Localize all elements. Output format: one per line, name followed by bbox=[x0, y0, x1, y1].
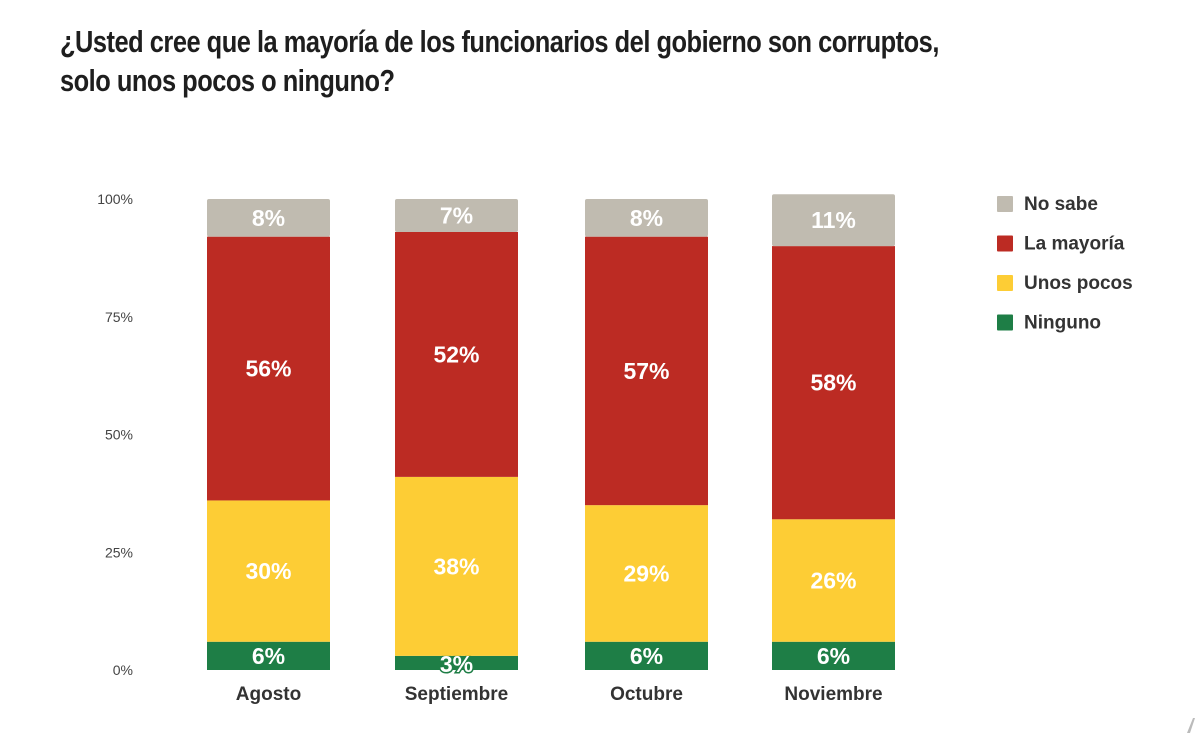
x-tick-label: Noviembre bbox=[784, 684, 882, 705]
data-label: 8% bbox=[252, 205, 285, 231]
chart-title-line-2: solo unos pocos o ninguno? bbox=[60, 63, 395, 98]
legend-label: La mayoría bbox=[1024, 234, 1125, 255]
bar-segment-no-sabe bbox=[207, 199, 330, 237]
bar-segment-unos-pocos bbox=[395, 476, 518, 656]
x-tick-label: Agosto bbox=[236, 684, 301, 705]
y-tick-label: 0% bbox=[113, 662, 133, 678]
data-label: 7% bbox=[440, 202, 473, 228]
data-label: 26% bbox=[810, 568, 856, 594]
legend: No sabe La mayoría Unos pocos Ninguno bbox=[997, 194, 1133, 334]
bar-segment-unos-pocos bbox=[585, 505, 708, 642]
data-label: 11% bbox=[811, 207, 856, 233]
y-tick-label: 100% bbox=[97, 191, 133, 207]
data-label: 56% bbox=[245, 356, 291, 382]
legend-label: No sabe bbox=[1024, 194, 1098, 215]
legend-swatch bbox=[997, 196, 1013, 212]
data-label: 6% bbox=[630, 643, 663, 669]
bars: 6%30%56%8%3%38%52%7%6%29%57%8%6%26%58%11… bbox=[207, 194, 895, 679]
corner-mark-icon bbox=[1187, 718, 1195, 733]
bar-stack-octubre: 6% 29% 57% 8% bbox=[585, 199, 708, 670]
x-axis: Agosto Septiembre Octubre Noviembre bbox=[236, 684, 883, 705]
legend-item-ninguno: Ninguno bbox=[997, 313, 1101, 334]
bar-stack-noviembre: 6% 26% 58% 11% bbox=[772, 194, 895, 670]
data-label: 38% bbox=[433, 553, 479, 579]
x-tick-label: Septiembre bbox=[405, 684, 508, 705]
bar-segment-unos-pocos bbox=[772, 519, 895, 642]
y-tick-label: 25% bbox=[105, 544, 133, 560]
chart-title: ¿Usted cree que la mayoría de los funcio… bbox=[60, 22, 1167, 100]
data-label: 6% bbox=[817, 643, 850, 669]
bar-segment-la-mayoría bbox=[772, 246, 895, 520]
legend-swatch bbox=[997, 275, 1013, 291]
legend-label: Unos pocos bbox=[1024, 273, 1133, 294]
data-label: 30% bbox=[245, 558, 291, 584]
data-label: 6% bbox=[252, 643, 285, 669]
bar-segment-ninguno bbox=[772, 641, 895, 670]
bar-stack-septiembre: 3%38%52%7% bbox=[395, 199, 518, 679]
bar-segment-no-sabe bbox=[772, 194, 895, 247]
legend-swatch bbox=[997, 235, 1013, 252]
bar-segment-la-mayoría bbox=[585, 236, 708, 506]
bar-segment-ninguno bbox=[395, 655, 518, 670]
bar-segment-no-sabe bbox=[395, 199, 518, 232]
data-label: 57% bbox=[623, 358, 669, 384]
legend-label: Ninguno bbox=[1024, 313, 1101, 334]
data-label: 29% bbox=[623, 560, 669, 586]
bar-segment-la-mayoría bbox=[395, 231, 518, 477]
data-label: 58% bbox=[810, 370, 856, 396]
x-tick-label: Octubre bbox=[610, 684, 683, 705]
y-tick-label: 50% bbox=[105, 427, 133, 443]
bar-segment-ninguno bbox=[207, 641, 330, 670]
bar-stack-agosto: 6% 30% 56% 8% bbox=[207, 199, 330, 670]
bar-segment-unos-pocos bbox=[207, 500, 330, 642]
legend-item-la-mayoría: La mayoría bbox=[997, 234, 1125, 255]
bar-segment-la-mayoría bbox=[207, 236, 330, 501]
y-axis: 0% 25% 50% 75% 100% bbox=[97, 191, 133, 678]
chart-title-line-1: ¿Usted cree que la mayoría de los funcio… bbox=[60, 24, 939, 59]
legend-swatch bbox=[997, 314, 1013, 331]
bar-segment-no-sabe bbox=[585, 199, 708, 237]
data-label: 8% bbox=[630, 205, 663, 231]
legend-item-no-sabe: No sabe bbox=[997, 194, 1098, 215]
bar-segment-ninguno bbox=[585, 641, 708, 670]
y-tick-label: 75% bbox=[105, 309, 133, 325]
legend-item-unos-pocos: Unos pocos bbox=[997, 273, 1133, 294]
data-label: 52% bbox=[433, 341, 479, 367]
